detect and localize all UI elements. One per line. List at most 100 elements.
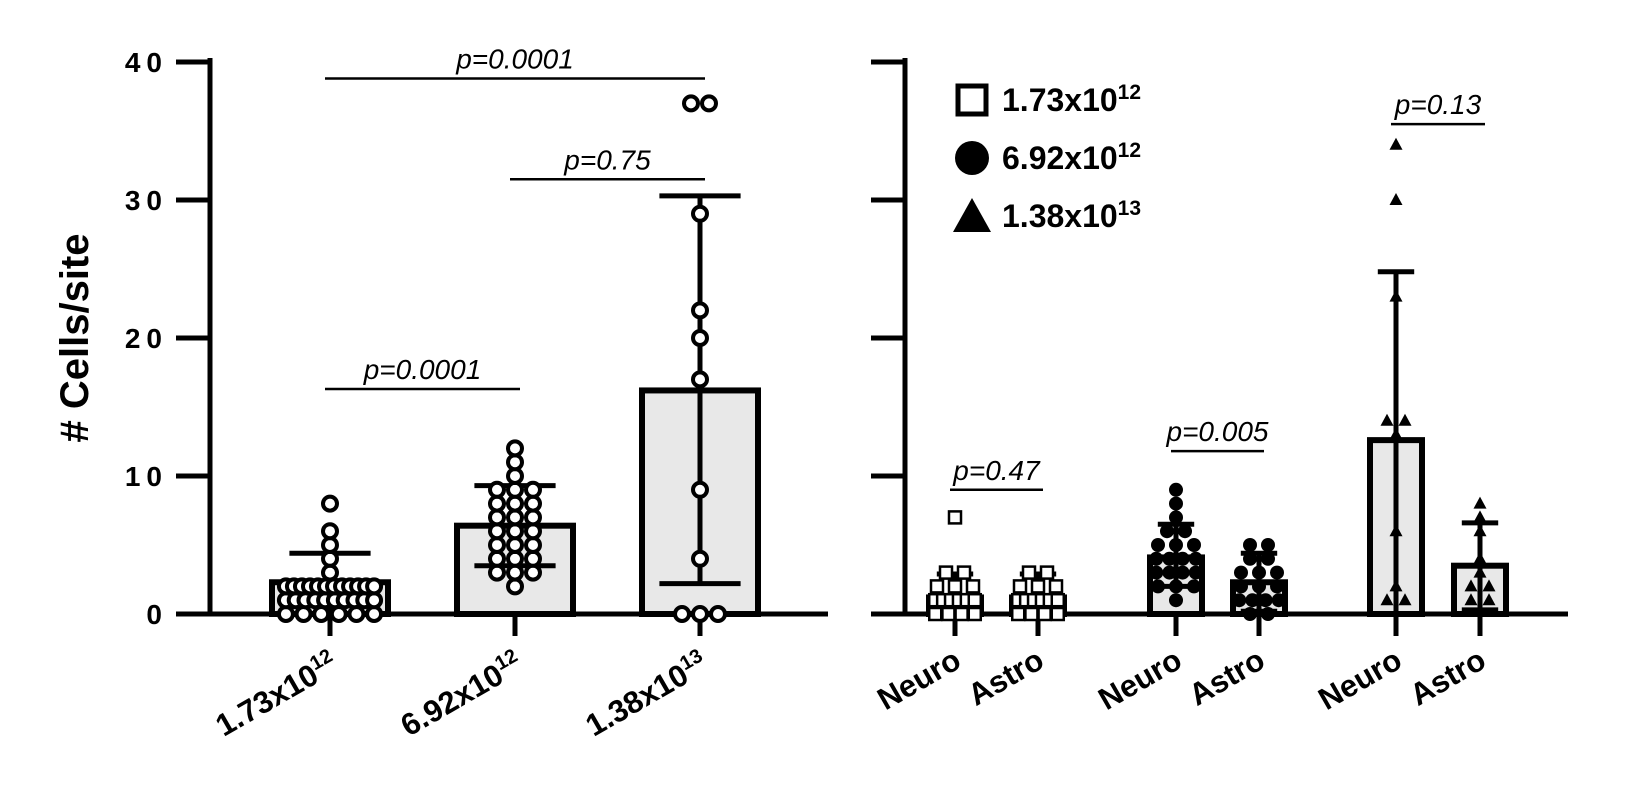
p-value-label: p=0.75: [563, 144, 651, 175]
data-point: [1175, 551, 1190, 566]
legend-label: 1.38x1013: [1002, 197, 1141, 234]
data-point: [1473, 524, 1487, 537]
data-point: [1162, 565, 1177, 580]
data-point: [1389, 524, 1403, 537]
legend-label: 6.92x1012: [1002, 139, 1141, 176]
data-point: [1021, 565, 1037, 580]
legend-circle-icon: [955, 141, 989, 175]
data-point: [1175, 565, 1190, 580]
data-point: [1012, 579, 1028, 594]
data-point: [1160, 524, 1174, 539]
p-value-label: p=0.0001: [455, 44, 574, 75]
y-axis-label: # Cells/site: [53, 233, 97, 442]
data-point: [1169, 579, 1183, 594]
data-point: [1270, 565, 1284, 580]
data-point: [1473, 565, 1487, 578]
p-value-label: p=0.47: [952, 455, 1041, 486]
data-point: [947, 510, 963, 525]
data-point: [1389, 427, 1403, 440]
data-point: [1149, 565, 1164, 580]
data-point: [956, 565, 972, 580]
bar-group-0: [269, 494, 391, 636]
legend-triangle-icon: [953, 198, 991, 232]
data-point: [1037, 606, 1052, 622]
data-point: [1039, 565, 1055, 580]
data-point: [1169, 496, 1183, 511]
left-panel: 0 10 20 30 40 p=0.0001 p=0.75 p=0.0001 1.73x1012…: [125, 44, 828, 743]
data-point: [1389, 137, 1403, 150]
bar-group-0: [926, 510, 984, 636]
data-point: [1187, 538, 1201, 552]
data-point: [1473, 551, 1487, 564]
data-point: [1151, 538, 1165, 552]
data-point: [1030, 579, 1046, 594]
legend-base: 6.92x10: [1002, 140, 1118, 176]
bar-group-2: [1147, 482, 1205, 636]
bar-group-5: [1451, 496, 1509, 636]
legend-label: 1.73x1012: [1002, 81, 1141, 118]
data-point: [938, 565, 954, 580]
p-value-label: p=0.13: [1394, 89, 1482, 120]
x-category-label: 6.92x1012: [394, 645, 528, 743]
x-category-label: Astro: [962, 642, 1050, 713]
data-point: [1380, 593, 1394, 606]
x-category-label: Neuro: [871, 642, 966, 717]
bar-group-4: [1367, 137, 1425, 636]
data-point: [347, 605, 366, 623]
data-point: [1389, 579, 1403, 592]
data-point: [488, 480, 506, 499]
data-point: [1270, 579, 1284, 594]
data-point: [1050, 606, 1066, 622]
data-point: [1169, 538, 1183, 552]
data-point: [1234, 579, 1248, 594]
data-point: [941, 606, 956, 622]
data-point: [365, 577, 384, 596]
data-point: [929, 579, 945, 594]
data-point: [1258, 593, 1273, 608]
data-point: [1252, 579, 1266, 594]
x-category-label: 1.73x1012: [209, 645, 343, 743]
legend-exponent: 12: [1118, 81, 1141, 104]
data-point: [1243, 607, 1257, 621]
data-point: [1169, 593, 1183, 608]
data-point: [1050, 592, 1066, 608]
data-point: [1464, 579, 1478, 592]
category-base: 1.38x10: [580, 657, 695, 743]
data-point: [682, 94, 700, 113]
data-point: [1048, 579, 1064, 594]
category-base: 1.73x10: [210, 657, 325, 743]
data-point: [947, 579, 963, 594]
x-category-label: Neuro: [1312, 642, 1407, 717]
data-point: [1482, 593, 1496, 606]
data-point: [1261, 551, 1275, 566]
x-category-label: Astro: [1183, 642, 1271, 713]
data-point: [1024, 606, 1039, 622]
p-value-label: p=0.005: [1166, 416, 1269, 447]
data-point: [1188, 565, 1203, 580]
y-tick-label: 0: [146, 599, 168, 630]
legend-base: 1.73x10: [1002, 82, 1118, 118]
data-point: [691, 480, 709, 499]
data-point: [506, 439, 524, 458]
data-point: [965, 579, 981, 594]
data-point: [1010, 606, 1026, 622]
data-point: [1261, 607, 1275, 621]
data-point: [1398, 413, 1412, 426]
legend-exponent: 12: [1118, 139, 1141, 162]
bar-group-1: [1009, 565, 1067, 636]
data-point: [1389, 289, 1403, 302]
legend-square-icon: [955, 83, 989, 117]
data-point: [1162, 551, 1177, 566]
category-base: 6.92x10: [395, 657, 510, 743]
y-tick-label: 40: [125, 47, 168, 78]
data-point: [1398, 593, 1412, 606]
data-point: [1188, 551, 1203, 566]
data-point: [1169, 510, 1183, 525]
data-point: [1243, 538, 1257, 552]
p-value-label: p=0.0001: [363, 354, 482, 385]
data-point: [524, 480, 542, 499]
data-point: [1271, 593, 1286, 608]
